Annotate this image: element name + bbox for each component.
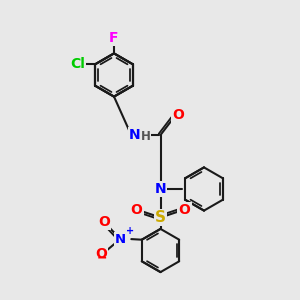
Text: N: N [129,128,141,142]
Text: O: O [172,108,184,122]
Text: −: − [97,251,107,264]
Text: S: S [155,210,166,225]
Text: +: + [126,226,134,236]
Text: N: N [115,232,126,246]
Text: O: O [95,247,107,261]
Text: O: O [178,203,190,217]
Text: N: N [155,182,166,196]
Text: F: F [109,31,119,45]
Text: Cl: Cl [70,57,85,71]
Text: O: O [98,215,110,229]
Text: O: O [130,203,142,217]
Text: H: H [141,130,151,142]
